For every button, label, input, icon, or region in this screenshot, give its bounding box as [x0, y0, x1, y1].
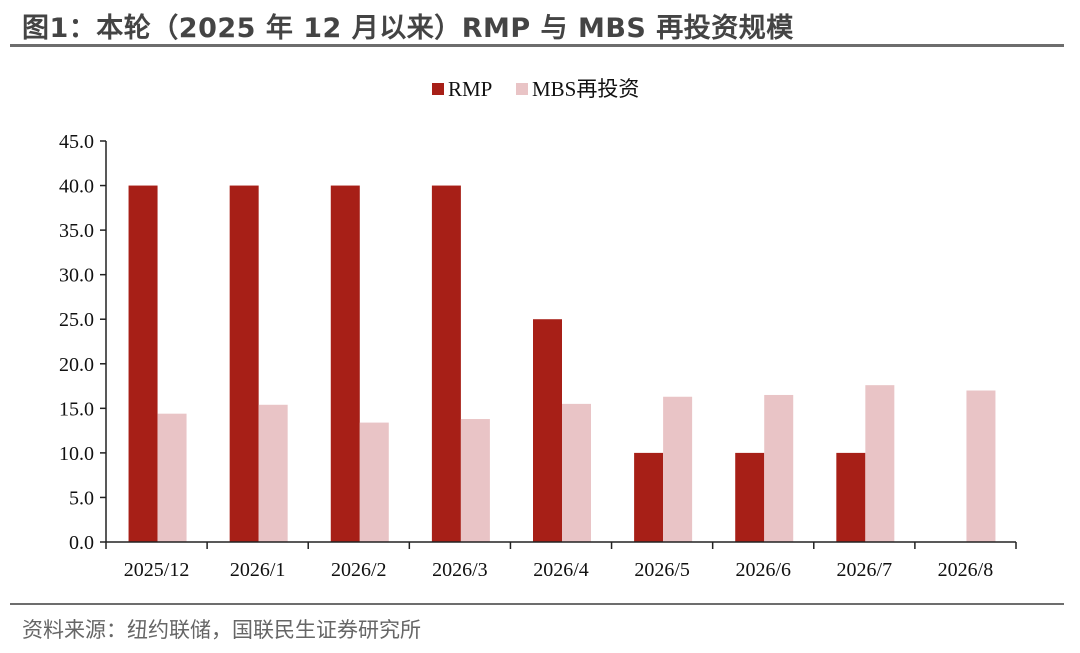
bar-mbs-2 [359, 422, 389, 542]
footer-divider [10, 603, 1064, 605]
y-tick-label: 35.0 [59, 220, 94, 242]
bar-rmp-6 [735, 452, 765, 542]
bar-mbs-5 [663, 396, 693, 542]
y-tick-label: 15.0 [59, 398, 94, 420]
y-tick-label: 45.0 [59, 131, 94, 153]
bar-mbs-6 [764, 394, 794, 542]
y-tick-label: 20.0 [59, 354, 94, 376]
bar-rmp-5 [634, 452, 664, 542]
bar-rmp-2 [330, 185, 360, 543]
legend-mbs-swatch [516, 83, 528, 95]
bar-rmp-4 [533, 319, 562, 542]
source-note: 资料来源：纽约联储，国联民生证券研究所 [22, 618, 421, 642]
x-tick-label: 2026/3 [432, 559, 488, 581]
bar-rmp-3 [431, 185, 461, 543]
bar-mbs-1 [258, 404, 288, 542]
bar-rmp-0 [128, 185, 158, 543]
bar-chart: RMP MBS再投资 0.0 5.0 10.0 15.0 20.0 25.0 30.0 35.0… [59, 77, 1017, 581]
x-tick-label: 2025/12 [124, 559, 190, 581]
y-tick-label: 0.0 [69, 532, 94, 554]
x-tick-label: 2026/8 [938, 559, 994, 581]
x-tick-label: 2026/6 [735, 559, 791, 581]
y-tick-label: 25.0 [59, 309, 94, 331]
y-tick-label: 5.0 [69, 487, 94, 509]
bar-rmp-1 [229, 185, 259, 543]
bar-rmp-7 [836, 452, 866, 542]
legend-mbs-label: MBS再投资 [532, 77, 639, 101]
bar-mbs-4 [562, 403, 591, 542]
bar-mbs-8 [966, 390, 996, 542]
x-tick-label: 2026/5 [634, 559, 690, 581]
x-tick-label: 2026/4 [533, 559, 589, 581]
chart-legend: RMP MBS再投资 [432, 77, 639, 101]
x-tick-label: 2026/2 [331, 559, 387, 581]
x-tick-label: 2026/1 [230, 559, 286, 581]
y-tick-label: 30.0 [59, 265, 94, 287]
legend-rmp-swatch [432, 83, 444, 95]
page-title: 图1：本轮（2025 年 12 月以来）RMP 与 MBS 再投资规模 [22, 13, 794, 44]
legend-rmp-label: RMP [448, 77, 492, 101]
bar-mbs-7 [865, 385, 895, 542]
chart-bars [128, 185, 996, 543]
bar-mbs-0 [157, 413, 187, 542]
title-divider [10, 44, 1064, 47]
y-tick-label: 40.0 [59, 176, 94, 198]
x-tick-label: 2026/7 [837, 559, 893, 581]
y-tick-label: 10.0 [59, 443, 94, 465]
chart-axes: 0.0 5.0 10.0 15.0 20.0 25.0 30.0 35.0 40.0 45.0 20… [59, 131, 1017, 581]
bar-mbs-3 [460, 419, 490, 542]
